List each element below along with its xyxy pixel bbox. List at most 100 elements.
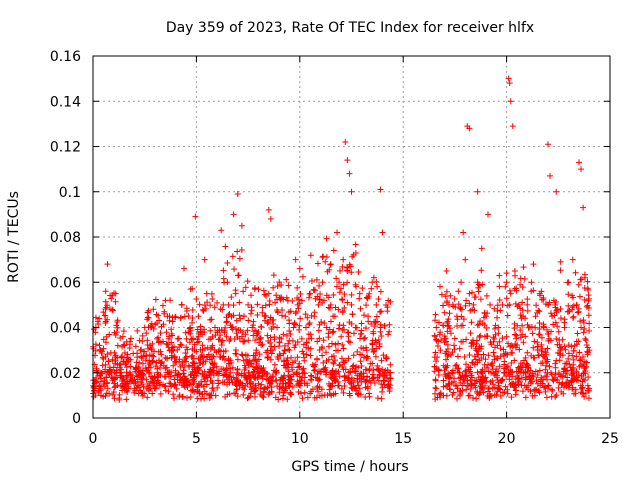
data-point (467, 370, 474, 377)
data-point (168, 326, 175, 333)
data-point (281, 362, 288, 369)
data-point (254, 330, 261, 337)
data-point (510, 383, 517, 390)
data-point (375, 377, 382, 384)
data-point (241, 313, 248, 320)
data-point (145, 314, 152, 321)
data-point (514, 342, 521, 349)
data-point (522, 374, 529, 381)
data-point (528, 323, 535, 330)
data-point (565, 355, 572, 362)
data-point (156, 382, 163, 389)
data-point (196, 390, 203, 397)
data-point (361, 312, 368, 319)
data-point (515, 375, 522, 382)
data-point (242, 331, 249, 338)
data-point (586, 320, 593, 327)
data-point (197, 346, 204, 353)
data-point (346, 170, 353, 177)
data-point (102, 298, 109, 305)
data-point (165, 388, 172, 395)
data-point (455, 288, 462, 295)
data-point (347, 368, 354, 375)
data-point (194, 326, 201, 333)
data-point (319, 279, 326, 286)
data-point (492, 322, 499, 329)
data-point (242, 372, 249, 379)
data-point (517, 334, 524, 341)
data-point (310, 362, 317, 369)
data-point (182, 349, 189, 356)
data-point (234, 272, 241, 279)
data-point (209, 380, 216, 387)
data-point (583, 341, 590, 348)
data-point (474, 322, 481, 329)
data-point (300, 365, 307, 372)
data-point (446, 325, 453, 332)
data-point (247, 383, 254, 390)
data-point (281, 342, 288, 349)
data-point (318, 392, 325, 399)
data-point (538, 288, 545, 295)
data-point (228, 313, 235, 320)
data-point (330, 291, 337, 298)
data-point (565, 342, 572, 349)
data-point (101, 312, 108, 319)
data-point (289, 359, 296, 366)
data-point (290, 324, 297, 331)
data-point (373, 339, 380, 346)
data-point (505, 75, 512, 82)
data-point (538, 341, 545, 348)
data-point (259, 309, 266, 316)
data-point (292, 256, 299, 263)
data-point (223, 319, 230, 326)
data-point (196, 301, 203, 308)
data-point (349, 311, 356, 318)
data-point (135, 363, 142, 370)
data-point (460, 376, 467, 383)
data-point (582, 274, 589, 281)
data-point (214, 299, 221, 306)
data-point (474, 369, 481, 376)
data-point (513, 387, 520, 394)
data-point (123, 369, 130, 376)
data-point (443, 338, 450, 345)
data-point (209, 333, 216, 340)
data-point (524, 301, 531, 308)
data-point (341, 383, 348, 390)
data-point (349, 363, 356, 370)
data-point (238, 222, 245, 229)
data-point (248, 304, 255, 311)
data-point (352, 368, 359, 375)
data-point (441, 333, 448, 340)
data-point (517, 327, 524, 334)
data-point (508, 394, 515, 401)
data-point (181, 379, 188, 386)
data-point (355, 364, 362, 371)
data-point (171, 376, 178, 383)
data-point (265, 391, 272, 398)
data-point (264, 347, 271, 354)
data-point (236, 255, 243, 262)
data-point (529, 378, 536, 385)
data-point (338, 296, 345, 303)
data-point (285, 368, 292, 375)
data-point (432, 311, 439, 318)
data-point (368, 285, 375, 292)
data-point (460, 229, 467, 236)
data-point (136, 369, 143, 376)
data-point (358, 362, 365, 369)
data-point (133, 384, 140, 391)
data-point (451, 335, 458, 342)
data-point (111, 376, 118, 383)
data-point (447, 292, 454, 299)
x-tick-label: 5 (192, 431, 201, 447)
data-point (526, 373, 533, 380)
data-point (201, 256, 208, 263)
data-point (363, 302, 370, 309)
data-point (468, 380, 475, 387)
data-point (218, 227, 225, 234)
data-point (330, 359, 337, 366)
data-point (548, 393, 555, 400)
